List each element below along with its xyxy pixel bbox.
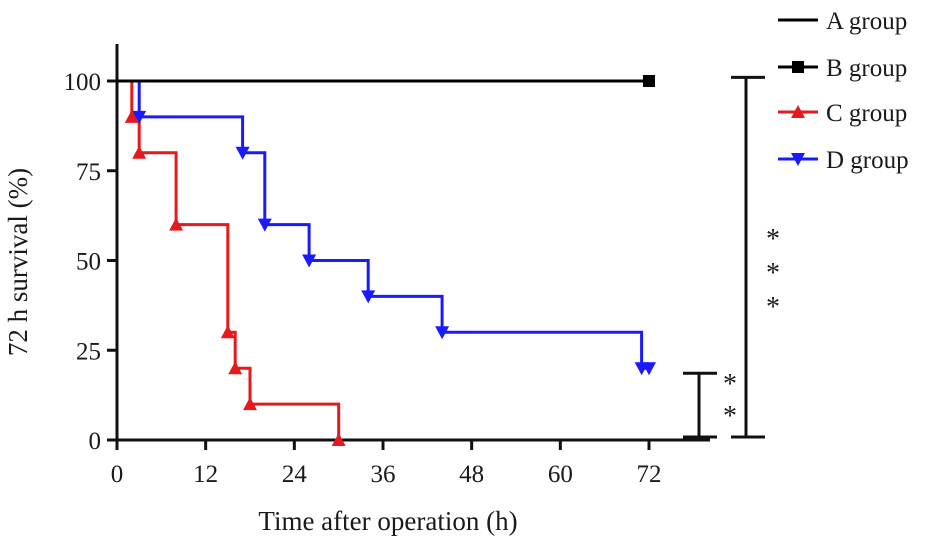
x-tick-label: 72 (637, 461, 662, 488)
x-tick-label: 60 (548, 461, 573, 488)
significance-brackets: ***** (683, 75, 780, 439)
data-point-triangle-down (302, 254, 317, 268)
data-point-triangle-up (220, 325, 235, 339)
data-point-triangle-down (791, 153, 805, 166)
x-tick-label: 24 (282, 461, 308, 488)
data-point-triangle-up (124, 109, 139, 123)
y-tick-label: 75 (76, 159, 101, 186)
significance-star: * (723, 369, 737, 400)
significance-star: * (723, 401, 737, 432)
data-point-square (643, 75, 655, 87)
x-axis-label: Time after operation (h) (258, 506, 517, 536)
legend-label: C group (826, 100, 907, 127)
data-point-triangle-up (132, 145, 147, 159)
data-point-triangle-down (642, 362, 656, 376)
legend-label: A group (826, 8, 907, 35)
data-point-triangle-up (228, 361, 243, 375)
y-tick-label: 25 (76, 338, 101, 365)
data-point-triangle-down (257, 218, 272, 232)
series-line-d-group (117, 79, 649, 370)
data-point-triangle-up (169, 217, 184, 231)
legend: A group B group C group D group (778, 8, 909, 174)
data-point-triangle-up (791, 105, 805, 118)
x-tick-label: 48 (459, 461, 484, 488)
significance-star: * (766, 224, 780, 255)
axes: 0 12 24 36 48 60 72 0 25 50 75 100 (64, 44, 710, 488)
y-axis-label: 72 h survival (%) (3, 168, 33, 356)
data-point-triangle-down (235, 146, 250, 160)
y-tick-label: 0 (89, 428, 102, 455)
data-point-triangle-up (331, 433, 346, 446)
data-point-triangle-down (361, 290, 376, 304)
series-markers (124, 75, 656, 446)
legend-label: D group (826, 147, 909, 174)
data-point-triangle-up (243, 397, 257, 411)
y-tick-label: 100 (64, 69, 102, 96)
data-point-triangle-down (132, 110, 147, 124)
significance-star: * (766, 292, 780, 323)
y-tick-label: 50 (76, 249, 101, 276)
x-tick-label: 36 (371, 461, 396, 488)
x-tick-label: 12 (193, 461, 218, 488)
data-point-square (792, 61, 804, 73)
x-tick-label: 0 (111, 461, 124, 488)
legend-label: B group (826, 55, 907, 82)
significance-star: * (766, 258, 780, 289)
data-point-triangle-down (435, 326, 450, 340)
series-lines (117, 79, 649, 440)
